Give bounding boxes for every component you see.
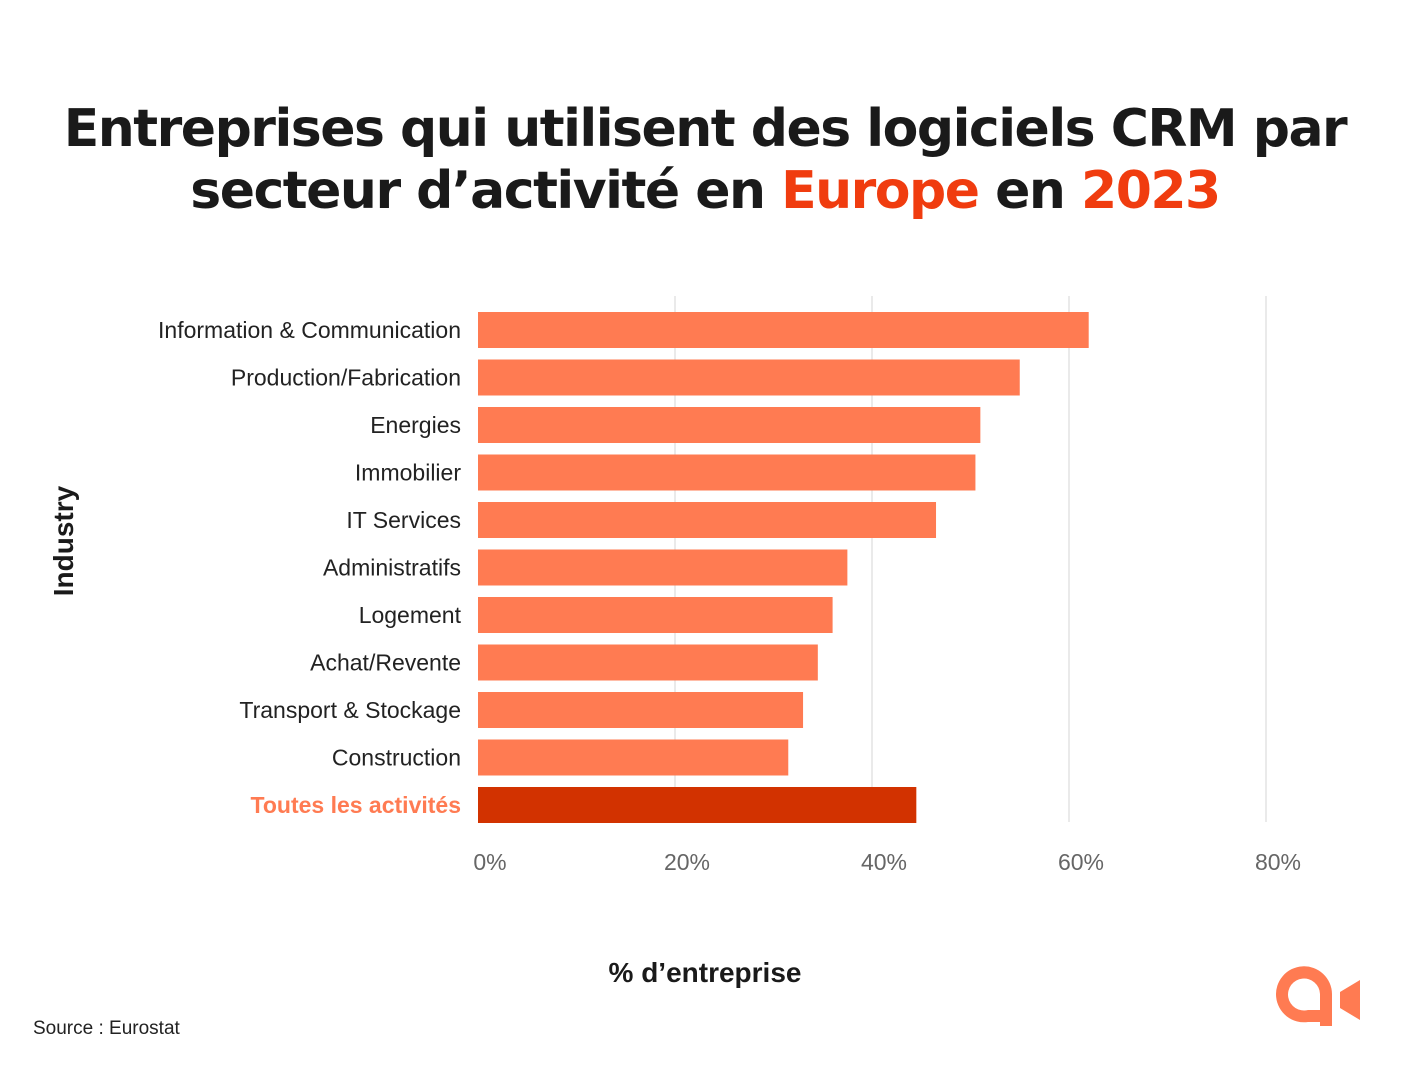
bar (478, 739, 789, 776)
category-label: Transport & Stockage (239, 697, 461, 723)
y-axis-label: Industry (48, 485, 79, 597)
source-note: Source : Eurostat (33, 1018, 180, 1039)
bar (478, 502, 937, 538)
category-label: Logement (359, 602, 462, 628)
x-tick-label: 20% (664, 849, 710, 875)
title-highlight-year: 2023 (1081, 161, 1221, 221)
x-tick-label: 40% (861, 849, 907, 875)
x-axis-label: % d’entreprise (608, 957, 802, 988)
category-label: Production/Fabrication (231, 365, 461, 391)
category-label: Immobilier (355, 460, 461, 486)
category-label: Information & Communication (158, 317, 461, 343)
x-tick-label: 60% (1058, 849, 1104, 875)
bar (478, 644, 818, 681)
category-label: Construction (332, 745, 461, 771)
bar (478, 787, 917, 823)
x-tick-label: 80% (1255, 849, 1301, 875)
title-highlight-europe: Europe (781, 161, 980, 221)
category-label: Achat/Revente (310, 650, 461, 676)
category-label: Administratifs (323, 555, 461, 581)
brand-logo (1276, 966, 1360, 1026)
bar (478, 359, 1020, 396)
bar (478, 407, 981, 443)
title-line-1: Entreprises qui utilisent des logiciels … (63, 99, 1348, 159)
bar (478, 549, 848, 586)
bar (478, 312, 1089, 348)
bar (478, 597, 833, 633)
chart-title: Entreprises qui utilisent des logiciels … (0, 98, 1410, 222)
x-tick-label: 0% (473, 849, 506, 875)
category-label: Energies (370, 412, 461, 438)
bar (478, 692, 804, 728)
category-label: IT Services (346, 507, 461, 533)
title-line-2: secteur d’activité en (190, 161, 782, 221)
bar (478, 454, 976, 491)
category-label: Toutes les activités (251, 792, 462, 818)
title-text: en (978, 161, 1082, 221)
